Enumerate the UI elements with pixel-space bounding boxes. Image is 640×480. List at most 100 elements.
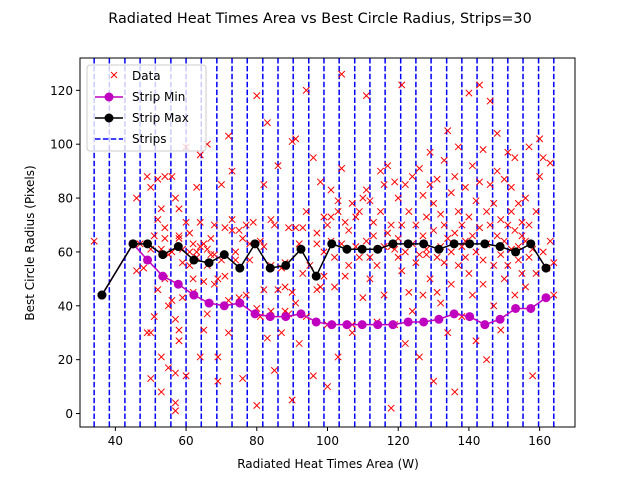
strip-min-point [173, 279, 183, 289]
data-point [168, 296, 176, 304]
data-point [133, 194, 141, 202]
data-point [341, 218, 349, 226]
strip-min-point [281, 312, 291, 322]
data-point [444, 127, 452, 135]
data-point [546, 237, 554, 245]
data-point [422, 213, 431, 221]
data-point [207, 251, 215, 259]
data-point [426, 275, 434, 283]
y-axis-label: Best Circle Radius (Pixels) [23, 165, 37, 320]
data-point [401, 339, 409, 348]
strip-min-point [388, 320, 398, 330]
data-point [444, 234, 452, 243]
data-point [161, 172, 169, 181]
legend-strip-min-marker [104, 92, 114, 102]
data-point [299, 224, 307, 232]
data-point [210, 280, 218, 288]
data-point [511, 226, 519, 234]
data-point [228, 216, 236, 224]
data-point [288, 137, 296, 146]
data-point [150, 313, 158, 321]
data-point [154, 216, 162, 224]
data-point [486, 181, 494, 189]
data-point [214, 377, 222, 385]
x-tick-label: 40 [108, 434, 123, 448]
strip-min-point [541, 293, 551, 303]
data-point [164, 364, 172, 372]
data-point [479, 280, 487, 288]
data-point [366, 197, 374, 205]
data-point [175, 205, 183, 213]
data-point [207, 234, 215, 243]
data-point [373, 261, 381, 269]
data-point [384, 162, 392, 170]
strip-max-point [204, 258, 214, 268]
data-point [157, 388, 165, 396]
data-point [479, 256, 487, 264]
data-point [447, 280, 455, 288]
data-point [224, 329, 233, 337]
data-point [500, 175, 508, 183]
data-point [210, 251, 218, 259]
data-point [440, 156, 448, 164]
data-point [143, 329, 151, 337]
data-point [525, 143, 533, 151]
data-point [430, 199, 438, 207]
data-point [539, 154, 547, 162]
strip-max-point [419, 239, 429, 249]
strip-max-point [97, 290, 107, 300]
data-point [384, 229, 392, 237]
data-point [242, 221, 250, 229]
data-point [196, 242, 204, 251]
strip-min-point [526, 303, 536, 313]
data-point [447, 248, 455, 256]
strip-max-point [373, 244, 383, 254]
strip-min-point [296, 309, 306, 319]
data-point [178, 294, 187, 302]
data-point [486, 221, 494, 229]
data-point [224, 132, 233, 140]
strip-min-point [495, 314, 505, 324]
data-point [323, 383, 332, 391]
data-point [182, 218, 190, 226]
data-point [426, 148, 434, 156]
legend-strip-max-marker [104, 113, 114, 123]
strip-min-point [511, 303, 521, 313]
data-point [437, 299, 445, 307]
data-point [362, 186, 370, 194]
data-point [380, 181, 388, 189]
data-point [529, 372, 537, 380]
data-point [313, 240, 321, 248]
data-point [175, 337, 183, 345]
data-point [235, 226, 243, 234]
data-point [348, 329, 356, 337]
strip-min-point [235, 298, 245, 308]
x-tick-label: 140 [457, 434, 480, 448]
data-point [430, 377, 438, 385]
data-point [239, 234, 247, 243]
strip-min-point [311, 317, 321, 327]
data-point [539, 248, 547, 256]
data-point [546, 159, 554, 167]
data-point [497, 251, 505, 259]
data-point [281, 283, 289, 291]
y-tick-label: 80 [58, 192, 73, 206]
strip-max-point [342, 244, 352, 254]
data-point [171, 399, 180, 407]
data-point [511, 154, 519, 162]
data-point [475, 224, 484, 232]
data-point [458, 221, 466, 229]
data-point [359, 294, 367, 302]
data-point [415, 251, 423, 259]
strip-max-point [265, 263, 275, 273]
data-point [412, 259, 420, 267]
data-point [472, 197, 480, 205]
data-point [232, 248, 240, 256]
data-point [398, 221, 406, 229]
data-point [214, 275, 222, 283]
data-point [415, 164, 423, 172]
data-point [196, 151, 204, 159]
data-point [193, 183, 201, 191]
chart-title: Radiated Heat Times Area vs Best Circle … [108, 11, 531, 27]
